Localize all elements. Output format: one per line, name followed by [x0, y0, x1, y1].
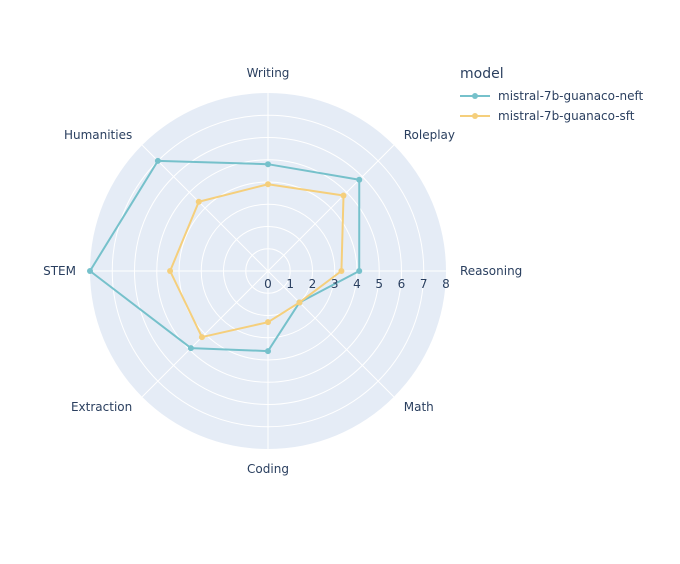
data-point[interactable]	[198, 334, 205, 341]
data-point[interactable]	[154, 157, 161, 164]
data-point[interactable]	[340, 192, 347, 199]
radial-tick-label: 0	[264, 277, 272, 291]
radial-tick-label: 5	[375, 277, 383, 291]
data-point[interactable]	[265, 181, 271, 188]
radial-tick-label: 2	[309, 277, 317, 291]
category-label-roleplay: Roleplay	[404, 128, 455, 142]
radial-tick-label: 3	[331, 277, 339, 291]
category-labels: Writing Roleplay Reasoning Math Coding Extrac…	[43, 66, 522, 476]
category-label-stem: STEM	[43, 264, 76, 278]
radial-tick-label: 6	[398, 277, 406, 291]
data-point[interactable]	[356, 176, 363, 183]
angular-gridline	[267, 270, 395, 398]
data-point[interactable]	[265, 319, 271, 326]
data-point[interactable]	[187, 345, 194, 352]
radial-tick-label: 8	[442, 277, 450, 291]
series-0	[87, 157, 363, 355]
data-point[interactable]	[356, 268, 363, 274]
data-point[interactable]	[338, 268, 345, 274]
legend-title: model	[460, 66, 504, 82]
angular-gridline	[141, 144, 269, 272]
polar-grid	[90, 93, 446, 449]
category-label-coding: Coding	[247, 462, 289, 476]
data-point[interactable]	[87, 268, 93, 274]
radial-tick-label: 7	[420, 277, 428, 291]
legend-swatch-sft	[460, 110, 490, 122]
angular-gridline	[141, 270, 269, 398]
category-label-humanities: Humanities	[64, 128, 132, 142]
legend-label-sft: mistral-7b-guanaco-sft	[498, 109, 635, 123]
legend-item-neft[interactable]: mistral-7b-guanaco-neft	[460, 86, 643, 106]
data-point[interactable]	[265, 348, 271, 355]
angular-gridline	[267, 144, 395, 272]
legend: model mistral-7b-guanaco-neft mistral-7b…	[460, 66, 643, 126]
radial-tick-label: 4	[353, 277, 361, 291]
category-label-reasoning: Reasoning	[460, 264, 522, 278]
category-label-extraction: Extraction	[71, 400, 132, 414]
data-point[interactable]	[265, 161, 271, 168]
radial-tick-label: 1	[286, 277, 294, 291]
series-1	[167, 181, 347, 341]
data-point[interactable]	[195, 198, 202, 205]
data-point[interactable]	[167, 268, 174, 274]
data-point[interactable]	[296, 299, 303, 306]
legend-swatch-neft	[460, 90, 490, 102]
category-label-math: Math	[404, 400, 434, 414]
legend-item-sft[interactable]: mistral-7b-guanaco-sft	[460, 106, 643, 126]
series-layer	[87, 157, 363, 355]
category-label-writing: Writing	[247, 66, 290, 80]
legend-label-neft: mistral-7b-guanaco-neft	[498, 89, 644, 103]
